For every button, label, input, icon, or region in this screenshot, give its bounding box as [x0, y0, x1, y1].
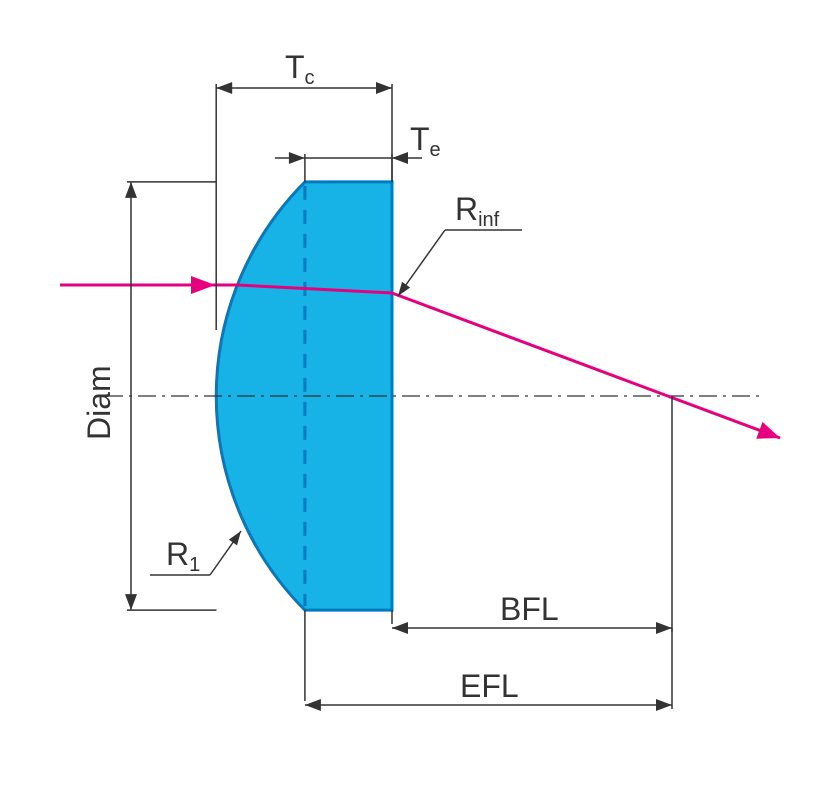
dim-Te: Te — [275, 121, 441, 182]
svg-text:EFL: EFL — [460, 668, 519, 704]
dim-BFL: BFL — [392, 396, 672, 634]
dim-EFL: EFL — [305, 610, 672, 711]
svg-text:Te: Te — [410, 121, 441, 161]
svg-text:Diam: Diam — [81, 365, 117, 440]
leader-r1: R1 — [150, 531, 241, 576]
svg-text:BFL: BFL — [500, 591, 559, 627]
svg-text:Rinf: Rinf — [455, 191, 500, 231]
svg-text:R1: R1 — [166, 536, 200, 576]
leader-rinf: Rinf — [398, 191, 522, 296]
svg-text:Tc: Tc — [285, 49, 315, 89]
